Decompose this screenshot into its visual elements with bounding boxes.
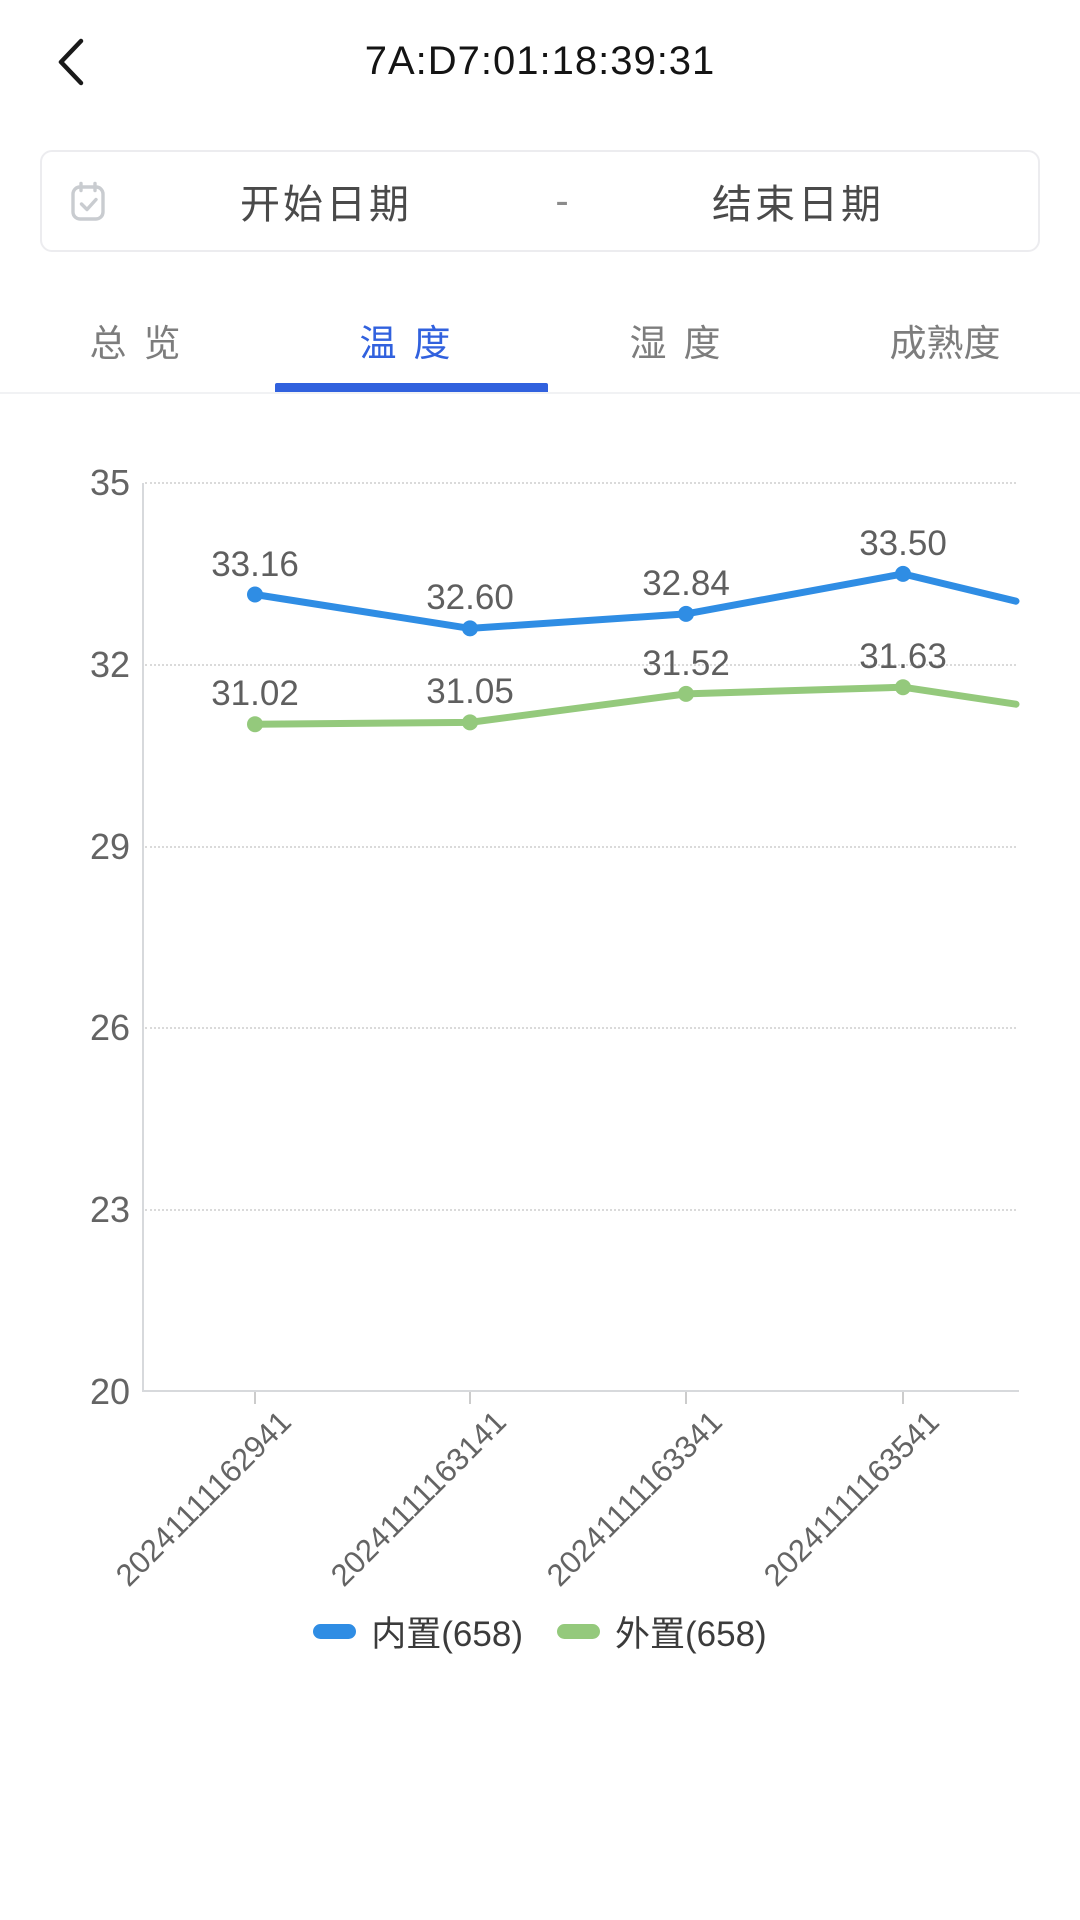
y-axis-tick-label: 35 (89, 462, 130, 503)
data-point[interactable] (895, 679, 911, 696)
data-point-label: 32.84 (642, 563, 730, 603)
gridline (145, 482, 1016, 484)
back-button[interactable] (40, 30, 100, 94)
y-axis-tick-label: 29 (89, 825, 130, 867)
x-axis-tick (469, 1392, 471, 1404)
data-point[interactable] (462, 714, 478, 731)
start-date-field[interactable]: 开始日期 (240, 183, 412, 227)
legend-label-internal: 内置(658) (371, 1614, 523, 1654)
date-range-picker[interactable]: 开始日期 - 结束日期 (40, 150, 1040, 252)
date-range-separator: - (555, 178, 569, 223)
data-point-label: 31.52 (642, 643, 730, 683)
x-axis-tick (685, 1392, 687, 1404)
y-axis-tick-label: 20 (89, 1371, 130, 1412)
legend-label-external: 外置(658) (615, 1614, 767, 1654)
header-bar: 7A:D7:01:18:39:31 (0, 0, 1080, 116)
tab-maturity-label: 成熟度 (889, 323, 1001, 364)
tab-bar: 总览 温度 湿度 成熟度 (0, 300, 1080, 394)
calendar-check-icon (71, 181, 105, 221)
tab-temperature-label: 温度 (359, 323, 468, 364)
data-point-label: 31.63 (859, 637, 947, 677)
data-point[interactable] (247, 586, 263, 603)
data-point-label: 33.50 (859, 523, 947, 563)
data-point-label: 31.05 (426, 672, 514, 712)
tab-maturity[interactable]: 成熟度 (810, 300, 1080, 394)
legend-item-external[interactable]: 外置(658) (557, 1606, 767, 1657)
legend-swatch-external (557, 1623, 600, 1639)
data-point[interactable] (895, 565, 911, 582)
end-date-field[interactable]: 结束日期 (712, 183, 884, 227)
gridline (145, 663, 1016, 666)
tab-humidity[interactable]: 湿度 (540, 300, 810, 394)
tab-temperature[interactable]: 温度 (270, 300, 548, 394)
legend-item-internal[interactable]: 内置(658) (313, 1606, 523, 1657)
legend-swatch-internal (313, 1623, 357, 1639)
gridline (145, 1027, 1016, 1030)
active-tab-indicator (275, 383, 548, 394)
data-point-label: 31.02 (211, 674, 299, 714)
x-axis-line (142, 1390, 1019, 1392)
gridline (145, 1209, 1016, 1212)
tab-overview-label: 总览 (89, 323, 198, 364)
data-point-label: 33.16 (211, 544, 299, 584)
data-point[interactable] (462, 620, 478, 637)
tab-overview[interactable]: 总览 (0, 300, 270, 394)
gridline (145, 845, 1016, 848)
chart-legend: 内置(658) 外置(658) (0, 1606, 1080, 1656)
data-point[interactable] (247, 716, 263, 733)
y-axis-tick-label: 23 (89, 1189, 130, 1231)
tab-humidity-label: 湿度 (629, 323, 738, 364)
page-title: 7A:D7:01:18:39:31 (364, 39, 716, 83)
series-line (251, 570, 1020, 632)
data-point[interactable] (678, 605, 694, 622)
y-axis-tick-label: 32 (89, 643, 130, 685)
y-axis-line (142, 483, 144, 1392)
tab-bar-divider (0, 392, 1080, 394)
data-point[interactable] (678, 685, 694, 702)
x-axis-tick (254, 1392, 256, 1404)
data-point-label: 32.60 (426, 578, 514, 618)
x-axis-tick (902, 1392, 904, 1404)
y-axis-tick-label: 26 (89, 1007, 130, 1049)
chevron-left-icon (58, 38, 84, 86)
